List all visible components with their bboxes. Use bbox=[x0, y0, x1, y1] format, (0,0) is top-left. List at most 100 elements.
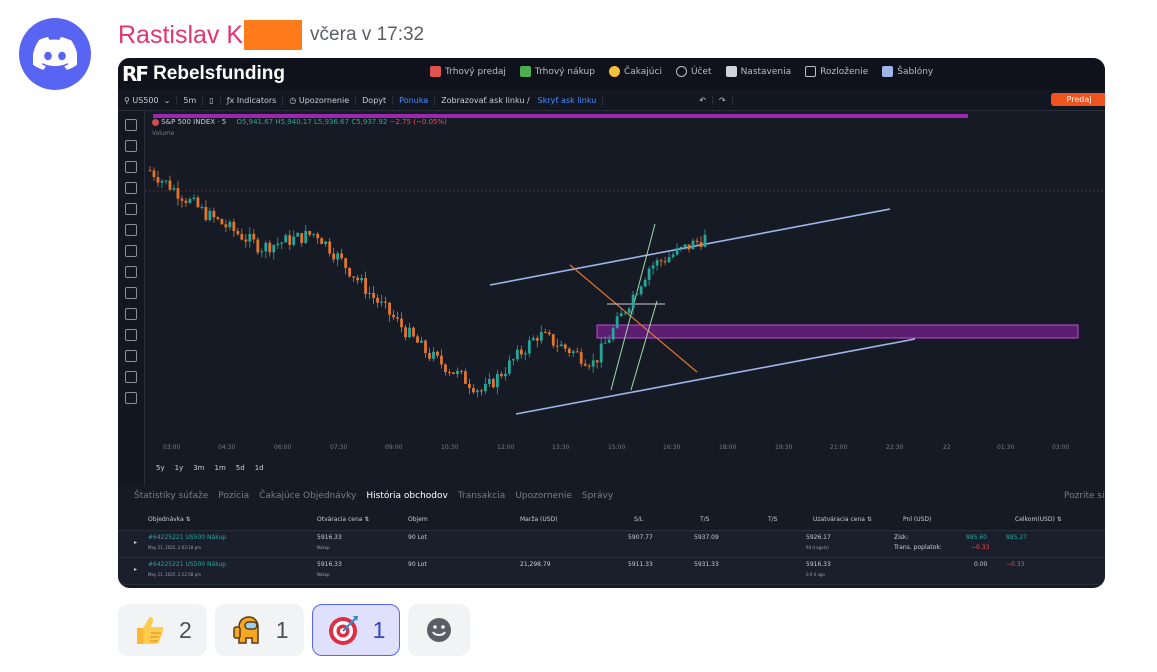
candle-body bbox=[268, 242, 272, 253]
reaction-thumbs-up[interactable]: 2 bbox=[118, 604, 207, 656]
sell-button[interactable]: Predaj bbox=[1051, 93, 1105, 106]
expand-icon[interactable]: ▸ bbox=[134, 566, 138, 573]
ruler-icon[interactable] bbox=[125, 287, 137, 299]
range-1d[interactable]: 1d bbox=[254, 464, 264, 472]
table-row[interactable]: ▸ #64225221 US500 Nákup May 21, 2025, 2:… bbox=[118, 531, 1105, 558]
candle-body bbox=[244, 239, 248, 242]
candle-body bbox=[228, 221, 232, 228]
reactions-bar: 2 1 1 bbox=[118, 604, 471, 656]
time-tick: 15:00 bbox=[608, 444, 626, 451]
candle-body bbox=[599, 343, 603, 363]
eye-icon[interactable] bbox=[125, 371, 137, 383]
zoom-icon[interactable] bbox=[125, 308, 137, 320]
col-close-price[interactable]: Uzatváracia cena ⇅ bbox=[813, 516, 872, 523]
candle-type-icon[interactable]: ▯ bbox=[203, 95, 221, 105]
hide-ask-line[interactable]: Skryť ask linku bbox=[532, 95, 604, 105]
nav-pending[interactable]: Čakajúci bbox=[608, 66, 662, 77]
range-selector: 5y 1y 3m 1m 5d 1d bbox=[156, 464, 264, 472]
tab-messages[interactable]: Správy bbox=[581, 491, 614, 501]
col-total[interactable]: Celkom(USD) ⇅ bbox=[1015, 516, 1062, 523]
expand-icon[interactable]: ▸ bbox=[134, 539, 138, 546]
range-3m[interactable]: 3m bbox=[193, 464, 205, 472]
candle-body bbox=[360, 278, 364, 281]
time-tick: 12:00 bbox=[497, 444, 515, 451]
tab-competition-stats[interactable]: Štatistiky súťaže bbox=[134, 491, 209, 501]
time-tick: 16:30 bbox=[663, 444, 681, 451]
table-row[interactable]: ▸ #64225221 US500 Nákup May 21, 2025, 2:… bbox=[118, 558, 1105, 585]
pattern-icon[interactable] bbox=[125, 182, 137, 194]
candle-body bbox=[547, 332, 551, 335]
candle-body bbox=[551, 334, 555, 346]
nav-market-sell[interactable]: Trhový predaj bbox=[430, 66, 506, 77]
tab-transaction[interactable]: Transakcia bbox=[457, 491, 506, 501]
price-chart[interactable] bbox=[145, 111, 1105, 486]
time-tick: 22:30 bbox=[886, 444, 904, 451]
col-order[interactable]: Objednávka ⇅ bbox=[148, 516, 191, 523]
candle-body bbox=[468, 383, 471, 389]
indicators-button[interactable]: ƒx Indicators bbox=[221, 95, 284, 105]
alert-button[interactable]: ◷ Upozornenie bbox=[283, 95, 357, 105]
reaction-crewmate[interactable]: 1 bbox=[214, 604, 304, 656]
symbol-search[interactable]: ⚲ US500 ⌄ bbox=[118, 95, 178, 105]
add-reaction-button[interactable] bbox=[408, 604, 471, 656]
nav-market-buy[interactable]: Trhový nákup bbox=[519, 66, 595, 77]
candle-body bbox=[308, 230, 312, 235]
tab-position[interactable]: Pozícia bbox=[218, 491, 250, 501]
platform-header: RF Rebelsfunding Trhový predaj Trhový ná… bbox=[118, 58, 1105, 90]
candle-body bbox=[388, 302, 391, 315]
undo-icon[interactable]: ↶ bbox=[693, 95, 713, 105]
candle-body bbox=[148, 170, 152, 172]
lock-icon[interactable] bbox=[125, 350, 137, 362]
nav-settings[interactable]: Nastavenia bbox=[725, 66, 791, 77]
demand-button[interactable]: Dopyt bbox=[356, 95, 394, 105]
nav-account[interactable]: Účet bbox=[675, 66, 712, 77]
close-price: 5926.17 bbox=[806, 534, 831, 541]
discord-avatar[interactable] bbox=[19, 18, 91, 90]
interval-select[interactable]: 5m bbox=[177, 95, 204, 105]
crosshair-icon[interactable] bbox=[125, 119, 137, 131]
nav-layout[interactable]: Rozloženie bbox=[805, 66, 868, 77]
tab-alerts[interactable]: Upozornenie bbox=[515, 491, 572, 501]
tab-pending-orders[interactable]: Čakajúce Objednávky bbox=[259, 491, 357, 501]
tab-trade-history[interactable]: História obchodov bbox=[366, 491, 448, 501]
resistance-zone-top bbox=[153, 114, 968, 118]
candle-body bbox=[392, 314, 395, 318]
ask-line-toggle[interactable]: Zobrazovať ask linku / bbox=[441, 95, 530, 105]
brush-icon[interactable] bbox=[125, 224, 137, 236]
text-icon[interactable] bbox=[125, 245, 137, 257]
candle-body bbox=[412, 327, 415, 337]
col-open-price[interactable]: Otváracia cena ⇅ bbox=[317, 516, 370, 523]
attached-screenshot[interactable]: RF Rebelsfunding Trhový predaj Trhový ná… bbox=[118, 58, 1105, 588]
redo-icon[interactable]: ↷ bbox=[713, 95, 733, 105]
time-axis: 03:00 04:30 06:00 07:30 09:00 10:30 12:0… bbox=[145, 441, 1105, 455]
trendline-icon[interactable] bbox=[125, 140, 137, 152]
candle-body bbox=[499, 373, 503, 377]
candle-body bbox=[695, 240, 699, 242]
candle-body bbox=[252, 233, 256, 240]
author-name[interactable]: Rastislav K bbox=[118, 20, 244, 49]
range-1y[interactable]: 1y bbox=[174, 464, 184, 472]
reaction-direct-hit[interactable]: 1 bbox=[311, 604, 401, 656]
trash-icon[interactable] bbox=[125, 392, 137, 404]
direct-hit-target-icon bbox=[327, 613, 361, 647]
candle-body bbox=[543, 331, 547, 333]
magnet-icon[interactable] bbox=[125, 329, 137, 341]
candle-body bbox=[440, 355, 443, 365]
time-tick: 21:00 bbox=[830, 444, 848, 451]
col-sl: S/L bbox=[634, 516, 644, 523]
range-5d[interactable]: 5d bbox=[235, 464, 245, 472]
candle-body bbox=[559, 344, 563, 347]
emoji-icon[interactable] bbox=[125, 266, 137, 278]
hlines-icon[interactable] bbox=[125, 161, 137, 173]
candle-body bbox=[404, 327, 407, 338]
range-1m[interactable]: 1m bbox=[214, 464, 226, 472]
candle-body bbox=[456, 370, 459, 374]
time-tick: 10:30 bbox=[441, 444, 459, 451]
tabs-right-link[interactable]: Pozrite si o bbox=[1063, 491, 1105, 501]
candle-body bbox=[667, 257, 671, 263]
pnl-value: 885.60 bbox=[966, 534, 987, 541]
range-5y[interactable]: 5y bbox=[156, 464, 165, 472]
fib-icon[interactable] bbox=[125, 203, 137, 215]
nav-templates[interactable]: Šablóny bbox=[882, 66, 933, 77]
offer-button[interactable]: Ponuka bbox=[393, 95, 436, 105]
